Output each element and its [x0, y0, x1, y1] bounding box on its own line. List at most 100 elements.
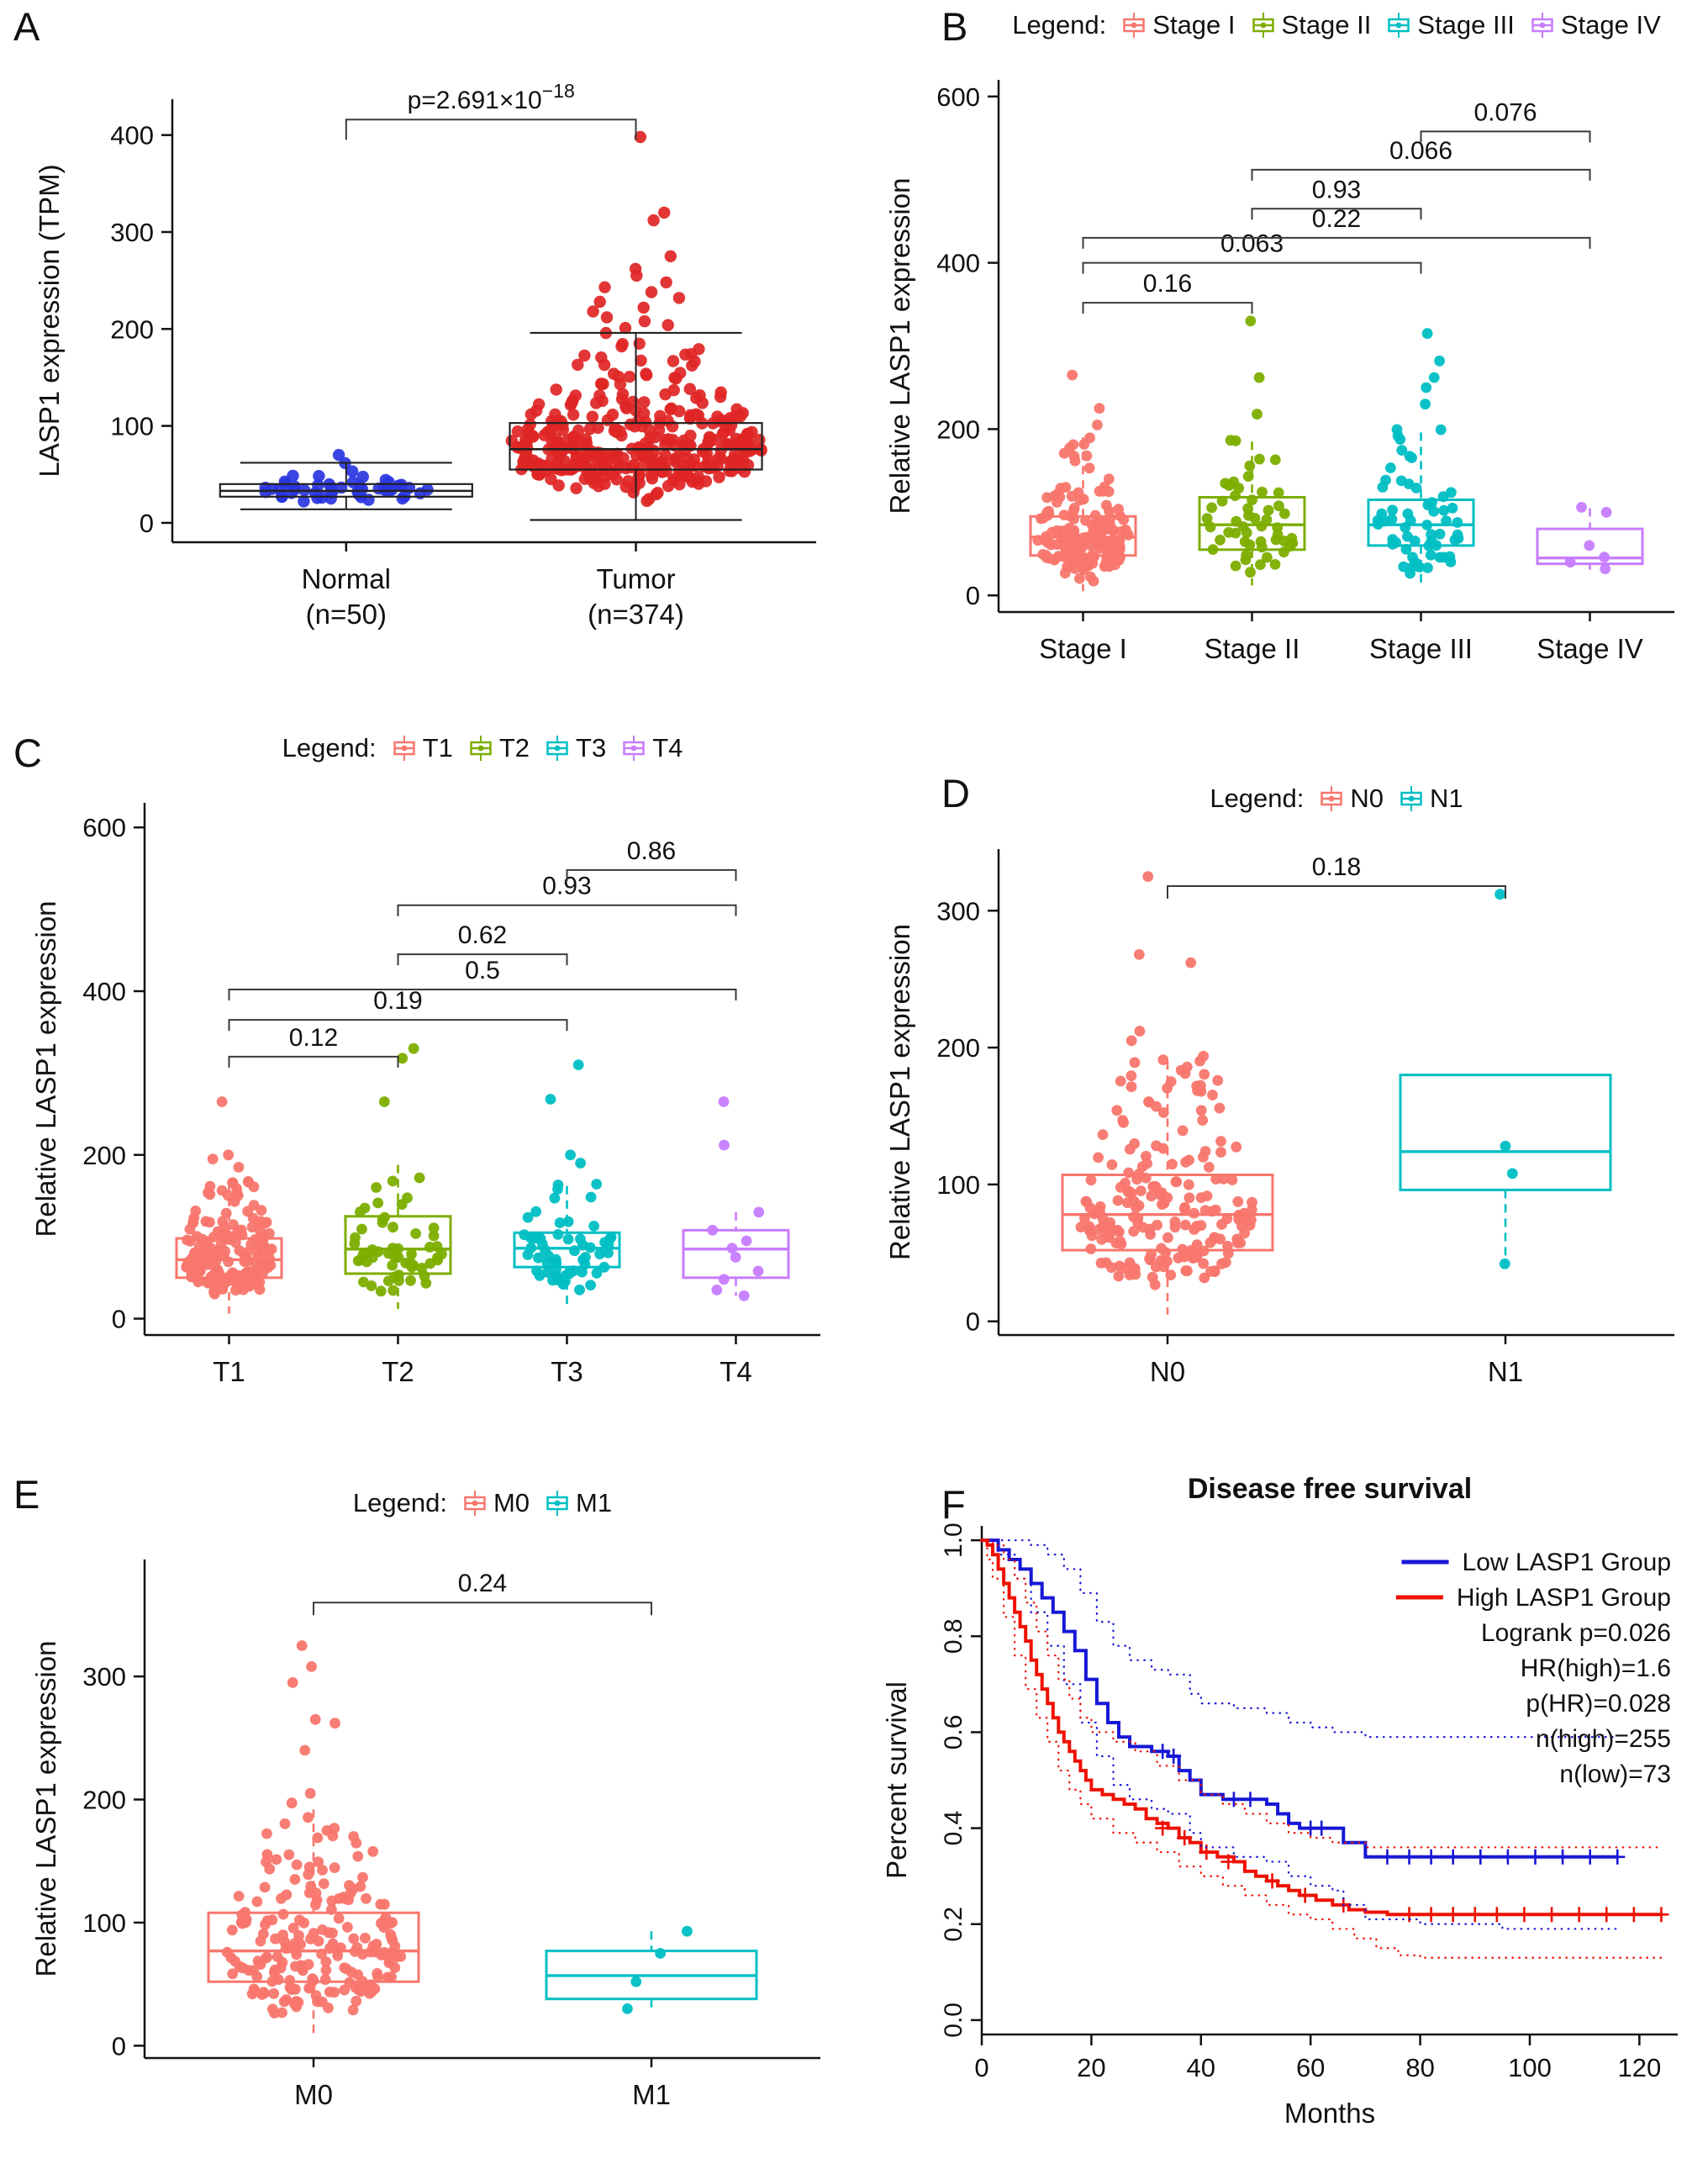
data-point: [1069, 455, 1081, 467]
data-point: [389, 1940, 401, 1952]
data-point: [217, 1216, 229, 1227]
x-group-label: N0: [1150, 1356, 1185, 1387]
pvalue-label: 0.063: [1220, 230, 1284, 258]
boxplot-glyph-icon: [1400, 786, 1422, 811]
data-point: [261, 1856, 271, 1868]
data-point: [638, 396, 651, 409]
data-point: [591, 1179, 603, 1190]
data-point: [416, 1263, 428, 1274]
y-tick-label: 1.0: [940, 1523, 967, 1558]
data-point: [553, 451, 566, 464]
panel-b-legend: Legend: Stage I Stage II Stage III Stage IV: [999, 10, 1674, 40]
data-point: [552, 1184, 563, 1195]
legend-item-stage-ii: Stage II: [1251, 10, 1372, 40]
data-point: [389, 1962, 401, 1973]
data-point: [1241, 527, 1252, 539]
data-point: [565, 1149, 576, 1161]
data-point: [184, 1236, 196, 1247]
data-point: [591, 1268, 603, 1279]
glyph: [1536, 527, 1644, 566]
group-stage-iii: [1367, 328, 1475, 583]
box-m1: [545, 1931, 758, 2009]
data-point: [348, 1933, 360, 1945]
panel-letter-b: B: [941, 4, 968, 49]
data-point: [1192, 1084, 1203, 1096]
data-point: [299, 1744, 311, 1756]
data-point: [261, 1951, 272, 1963]
data-point: [567, 434, 580, 446]
data-point: [359, 1202, 371, 1214]
stat-text: n(low)=73: [1559, 1760, 1671, 1788]
data-point: [1089, 1208, 1100, 1220]
data-point: [1162, 1255, 1173, 1267]
data-point: [1092, 530, 1104, 542]
data-point: [313, 1935, 324, 1947]
data-point: [327, 1938, 339, 1950]
data-point: [1151, 1140, 1162, 1152]
data-point: [584, 472, 597, 485]
panel-c-plot: 0 200 400 600 Relative LASP1 expression T1 T2 T…: [30, 803, 820, 1387]
data-point: [1120, 1177, 1131, 1189]
data-point: [356, 1223, 367, 1235]
data-point: [530, 1232, 541, 1243]
data-point: [1064, 442, 1075, 454]
data-point: [312, 478, 324, 492]
data-point: [578, 349, 591, 362]
data-point: [1167, 1158, 1178, 1170]
data-point: [396, 1199, 408, 1210]
data-point: [265, 1259, 277, 1271]
data-point: [1278, 508, 1290, 520]
data-point: [1103, 473, 1115, 485]
legend-item-label: N1: [1430, 784, 1463, 813]
data-point: [320, 1965, 332, 1976]
data-point: [1215, 1147, 1226, 1158]
data-point: [259, 1881, 271, 1893]
data-point: [233, 1162, 245, 1173]
x-group-label: Normal: [302, 563, 391, 594]
data-point: [1404, 451, 1415, 462]
data-point: [1036, 513, 1046, 525]
data-point: [207, 1153, 219, 1164]
data-point: [1241, 550, 1252, 561]
data-point: [1068, 535, 1079, 546]
data-point: [554, 1217, 566, 1228]
data-point: [278, 1996, 290, 2008]
data-point: [738, 465, 751, 478]
data-point: [393, 1252, 404, 1263]
pvalue-label: 0.19: [373, 987, 422, 1015]
data-point: [349, 1238, 361, 1249]
km-series-low-ci-upper: [980, 1538, 1619, 1739]
data-point: [703, 462, 715, 475]
data-point: [1387, 504, 1398, 516]
panel-e: E Legend: M0 M1 0 100 200 300 Relative LASP1 e…: [0, 1446, 854, 2169]
data-point: [1391, 424, 1403, 435]
y-tick-label: 100: [110, 412, 154, 441]
data-point: [585, 1191, 597, 1203]
data-point: [1199, 1069, 1210, 1080]
data-point: [1253, 372, 1265, 383]
x-tick-label: 120: [1617, 2053, 1661, 2082]
data-point: [327, 1830, 339, 1842]
data-point: [1093, 1152, 1104, 1164]
data-point: [1131, 22, 1137, 29]
data-point: [683, 461, 695, 473]
data-point: [251, 1896, 263, 1908]
data-point: [1125, 1070, 1137, 1081]
data-point: [1104, 505, 1115, 517]
y-tick-label: 0.8: [940, 1618, 967, 1654]
data-point: [396, 492, 409, 505]
data-point: [1242, 471, 1254, 482]
data-point: [726, 1243, 738, 1254]
data-point: [1124, 1143, 1136, 1155]
data-point: [329, 1718, 340, 1729]
points-stage-ii: [1201, 315, 1299, 578]
data-point: [572, 424, 585, 437]
data-point: [520, 435, 533, 448]
data-point: [1244, 1220, 1256, 1231]
legend-item-label: Stage II: [1281, 10, 1372, 40]
data-point: [187, 1267, 199, 1279]
data-point: [323, 2003, 334, 2013]
data-point: [1195, 1220, 1207, 1232]
legend-item-label: Stage I: [1152, 10, 1236, 40]
stat-bracket: [1167, 884, 1506, 899]
